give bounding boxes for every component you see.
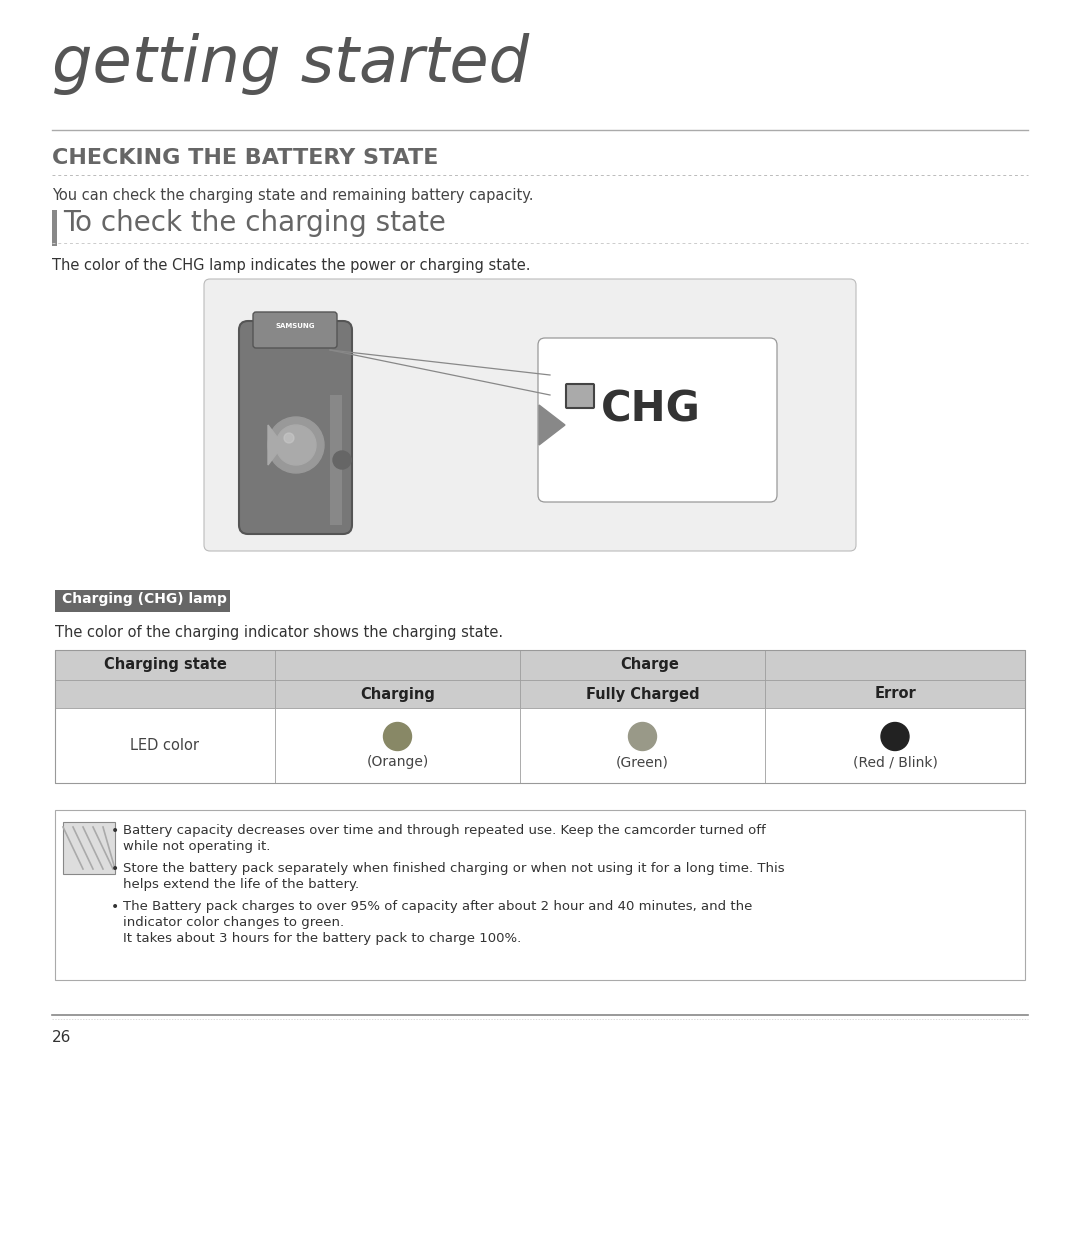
Bar [55, 650, 1025, 782]
Text: (Green): (Green) [616, 755, 669, 769]
FancyBboxPatch shape [204, 279, 856, 551]
Text: (Orange): (Orange) [366, 755, 429, 769]
Text: helps extend the life of the battery.: helps extend the life of the battery. [123, 878, 360, 891]
Circle shape [333, 451, 351, 469]
Text: (Red / Blink): (Red / Blink) [852, 755, 937, 769]
Text: 26: 26 [52, 1030, 71, 1045]
Text: The Battery pack charges to over 95% of capacity after about 2 hour and 40 minut: The Battery pack charges to over 95% of … [123, 900, 753, 912]
Circle shape [276, 425, 316, 465]
Bar [765, 680, 1025, 708]
Text: The color of the CHG lamp indicates the power or charging state.: The color of the CHG lamp indicates the … [52, 258, 530, 274]
Circle shape [268, 417, 324, 473]
Bar [55, 708, 275, 782]
Text: •: • [111, 900, 119, 914]
Bar [765, 650, 1025, 680]
Text: The color of the charging indicator shows the charging state.: The color of the charging indicator show… [55, 625, 503, 640]
Text: To check the charging state: To check the charging state [63, 209, 446, 236]
Text: Charging state: Charging state [104, 657, 227, 672]
Bar [55, 680, 275, 708]
Text: CHG: CHG [600, 389, 701, 431]
Text: It takes about 3 hours for the battery pack to charge 100%.: It takes about 3 hours for the battery p… [123, 932, 522, 945]
Bar [275, 650, 519, 680]
Bar [275, 708, 519, 782]
Bar [63, 822, 114, 874]
Text: Charging: Charging [360, 687, 435, 702]
FancyBboxPatch shape [239, 321, 352, 534]
Text: •: • [111, 825, 119, 838]
Circle shape [284, 433, 294, 443]
Text: SAMSUNG: SAMSUNG [275, 323, 314, 329]
Text: LED color: LED color [131, 738, 200, 753]
Circle shape [383, 723, 411, 750]
Text: Fully Charged: Fully Charged [585, 687, 700, 702]
Bar [519, 680, 765, 708]
Bar [52, 210, 57, 246]
FancyBboxPatch shape [538, 338, 777, 501]
Circle shape [881, 723, 909, 750]
Text: indicator color changes to green.: indicator color changes to green. [123, 916, 345, 928]
Text: You can check the charging state and remaining battery capacity.: You can check the charging state and rem… [52, 188, 534, 203]
FancyBboxPatch shape [566, 384, 594, 409]
Polygon shape [539, 405, 565, 444]
Bar [765, 708, 1025, 782]
Text: Error: Error [874, 687, 916, 702]
Bar [330, 395, 342, 525]
Bar [275, 680, 519, 708]
Polygon shape [268, 425, 283, 465]
Bar [519, 708, 765, 782]
Text: Battery capacity decreases over time and through repeated use. Keep the camcorde: Battery capacity decreases over time and… [123, 825, 766, 837]
FancyBboxPatch shape [253, 312, 337, 348]
Bar [55, 650, 275, 680]
Text: while not operating it.: while not operating it. [123, 841, 270, 853]
Bar [55, 810, 1025, 980]
Bar [519, 650, 765, 680]
Text: CHECKING THE BATTERY STATE: CHECKING THE BATTERY STATE [52, 149, 438, 168]
Text: •: • [111, 862, 119, 877]
Bar [55, 591, 230, 612]
Text: Charging (CHG) lamp: Charging (CHG) lamp [62, 592, 227, 605]
Circle shape [629, 723, 657, 750]
Text: Store the battery pack separately when finished charging or when not using it fo: Store the battery pack separately when f… [123, 862, 785, 875]
Text: getting started: getting started [52, 33, 529, 95]
Text: Charge: Charge [621, 657, 679, 672]
